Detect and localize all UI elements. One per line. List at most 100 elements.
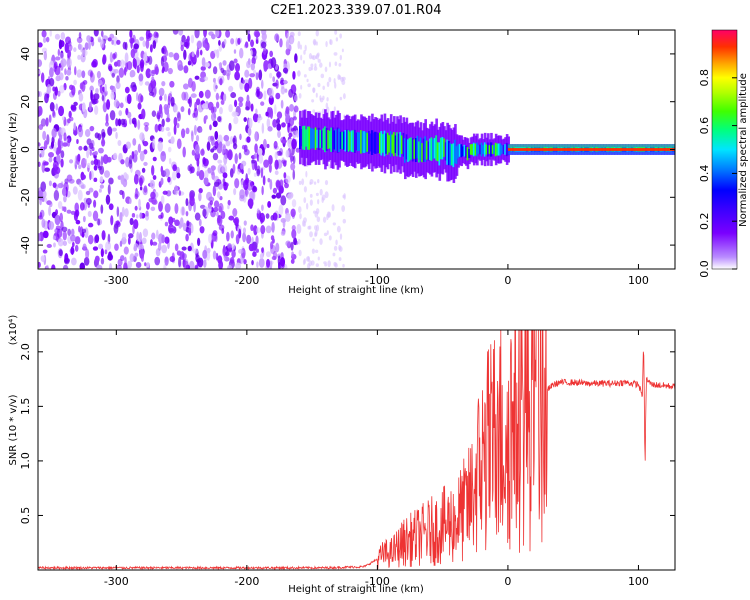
spectrogram-faint-blob	[314, 225, 318, 231]
spectrogram-noise-blob	[142, 140, 149, 147]
spectrogram-noise-blob	[81, 174, 86, 180]
spectrogram-noise-blob	[89, 149, 92, 156]
spectrogram-noise-blob	[272, 187, 278, 194]
spectrogram-noise-blob	[152, 241, 158, 246]
spectrogram-noise-blob	[250, 49, 253, 57]
spectrogram-faint-blob	[339, 233, 343, 240]
spectrogram-noise-blob	[89, 85, 94, 92]
spectrogram-faint-blob	[309, 178, 314, 185]
spectrogram-noise-blob	[89, 170, 92, 181]
spectrogram-noise-blob	[203, 30, 207, 38]
spectrogram-noise-blob	[262, 175, 266, 186]
spectrogram-noise-blob	[276, 111, 283, 119]
spectrogram-noise-blob	[272, 250, 278, 260]
spectrogram-noise-blob	[230, 38, 235, 45]
spectrogram-faint-blob	[315, 41, 318, 46]
spectrogram-noise-blob	[81, 102, 86, 113]
spectrogram-signal-core	[457, 144, 460, 159]
snr-x-tick-label: -300	[104, 575, 129, 588]
spectrogram-faint-blob	[335, 37, 339, 42]
spectrogram-noise-blob	[181, 34, 186, 43]
spectrogram-noise-blob	[207, 167, 212, 174]
spectrogram-noise-blob	[171, 170, 177, 181]
spectrogram-faint-blob	[343, 193, 346, 200]
spectrogram-noise-blob	[48, 114, 52, 123]
spectrogram-noise-blob	[110, 57, 114, 62]
spectrogram-noise-blob	[38, 145, 41, 156]
spectrogram-noise-blob	[213, 200, 220, 209]
spectrogram-signal-core	[455, 146, 459, 164]
spectrogram-noise-blob	[180, 44, 184, 52]
spectrogram-noise-blob	[96, 264, 103, 269]
spectrogram-faint-blob	[339, 33, 342, 39]
spectrogram-noise-blob	[272, 119, 277, 128]
spectrogram-noise-blob	[152, 138, 156, 149]
spectrogram-noise-blob	[191, 81, 196, 92]
spectrogram-noise-blob	[113, 68, 119, 74]
spectrogram-noise-blob	[177, 64, 184, 71]
spectrogram-noise-blob	[212, 230, 218, 237]
spectrogram-signal-core	[319, 129, 323, 149]
spectrogram-noise-blob	[41, 30, 47, 38]
spectrogram-noise-blob	[115, 131, 118, 140]
snr-x-tick-label: 100	[628, 575, 649, 588]
spectrogram-noise-blob	[233, 49, 237, 54]
spectrogram-signal-core	[394, 135, 398, 154]
spectrogram-noise-blob	[198, 192, 202, 202]
spectrogram-noise-blob	[266, 258, 271, 268]
spectrogram-noise-blob	[279, 38, 283, 48]
spectrogram-noise-blob	[276, 150, 283, 156]
spectrogram-noise-blob	[46, 243, 52, 249]
spectrogram-signal-core	[303, 125, 307, 151]
spectrogram-noise-blob	[251, 159, 256, 164]
spectrogram-noise-blob	[283, 172, 287, 179]
spectrogram-noise-blob	[93, 164, 98, 171]
spectrogram-noise-blob	[48, 156, 53, 163]
spectrogram-noise-blob	[70, 104, 74, 111]
spectrogram-noise-blob	[44, 167, 51, 172]
spectrogram-signal-core	[316, 129, 319, 148]
spectrogram-faint-blob	[300, 54, 303, 61]
spectrogram-signal-core	[299, 126, 302, 149]
spectrogram-noise-blob	[42, 190, 47, 199]
spectrogram-faint-blob	[312, 109, 316, 113]
spectrogram-noise-blob	[240, 163, 244, 170]
spectrogram-noise-blob	[259, 253, 264, 260]
spectrogram-noise-blob	[78, 126, 84, 138]
spectrogram-noise-blob	[223, 154, 228, 165]
spectrogram-noise-blob	[88, 39, 91, 50]
spectrogram-noise-blob	[65, 76, 69, 81]
spectrogram-signal-core	[461, 146, 465, 157]
spectrogram-noise-blob	[274, 151, 278, 160]
spectrogram-signal-core	[411, 138, 415, 162]
snr-marks	[38, 330, 675, 570]
spectrogram-noise-blob	[270, 57, 277, 69]
spectrogram-noise-blob	[235, 234, 240, 245]
spectrogram-signal-core	[380, 130, 384, 156]
spectrogram-noise-blob	[215, 92, 220, 101]
spectrogram-noise-blob	[81, 231, 85, 238]
spectrogram-noise-blob	[59, 212, 64, 223]
spectrogram-noise-blob	[77, 43, 82, 50]
spectrogram-noise-blob	[161, 118, 165, 128]
spectrogram-noise-blob	[139, 132, 145, 141]
spectrogram-noise-blob	[212, 250, 217, 260]
spectrogram-noise-blob	[67, 228, 72, 236]
spectrogram-noise-blob	[66, 174, 73, 182]
spectrogram-noise-blob	[285, 149, 290, 158]
spectrogram-noise-blob	[113, 152, 118, 160]
spectrogram-noise-blob	[144, 262, 147, 267]
spectrogram-noise-blob	[126, 60, 133, 71]
spectrogram-faint-blob	[341, 48, 344, 53]
spectrogram-noise-blob	[81, 228, 87, 234]
spectrogram-noise-blob	[60, 32, 66, 40]
spectrogram-noise-blob	[67, 44, 73, 52]
spectrogram-noise-blob	[261, 247, 264, 254]
spectrogram-signal-core	[300, 129, 304, 147]
spectrogram-noise-blob	[49, 30, 53, 37]
spectrogram-noise-blob	[164, 106, 170, 115]
spectrogram-signal-core	[458, 143, 462, 157]
spectrogram-signal-core	[477, 145, 481, 154]
spectrogram-noise-blob	[162, 190, 168, 195]
